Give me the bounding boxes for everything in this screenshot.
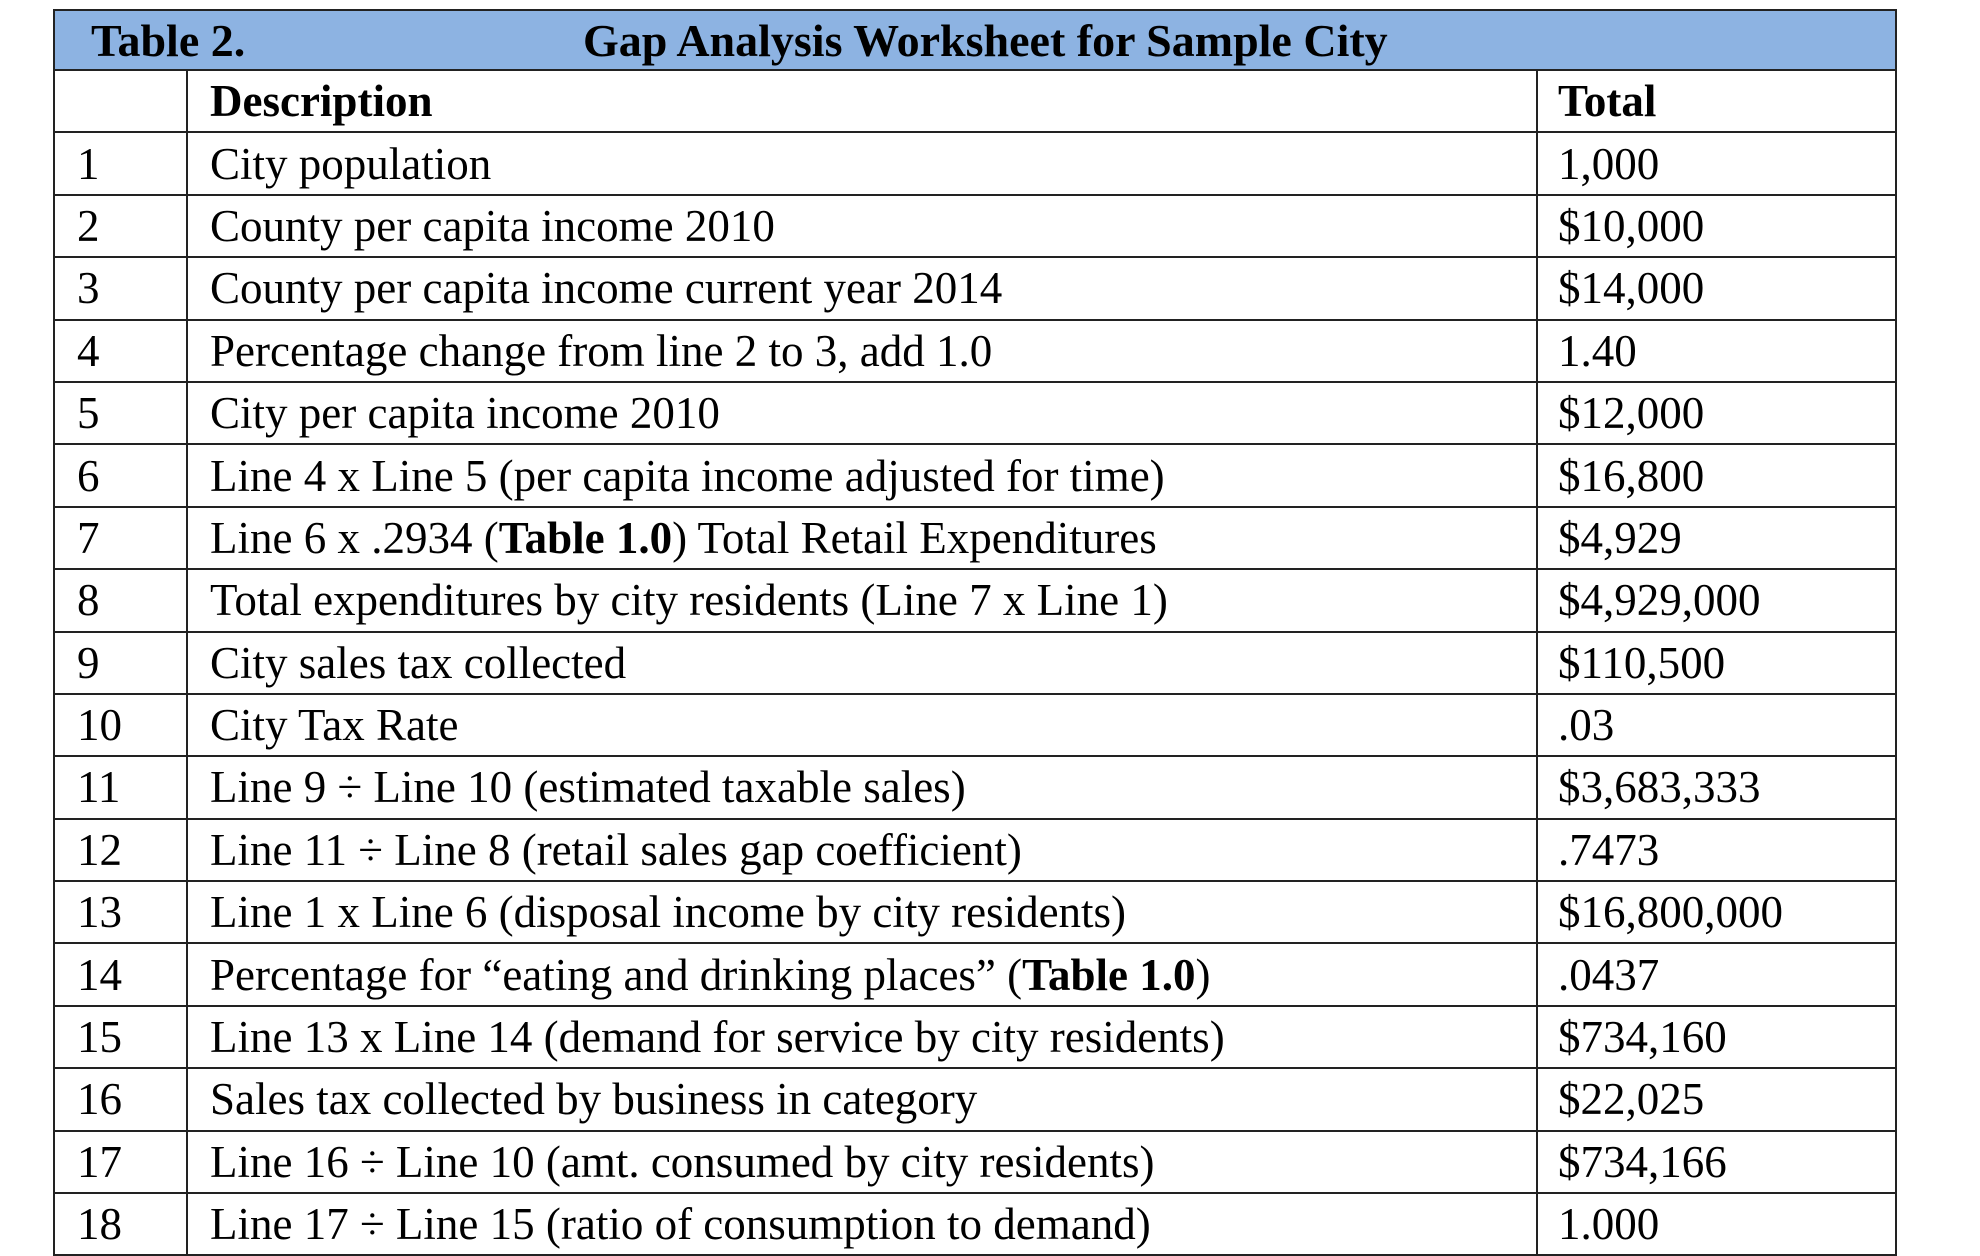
- line-description: Line 11 ÷ Line 8 (retail sales gap coeff…: [186, 817, 1538, 883]
- table-row: 15 Line 13 x Line 14 (demand for service …: [55, 1004, 1895, 1070]
- line-description: City Tax Rate: [186, 692, 1538, 758]
- line-number: 5: [55, 380, 188, 446]
- line-number: 14: [55, 942, 188, 1007]
- line-number: 1: [55, 132, 188, 196]
- line-description: County per capita income 2010: [186, 193, 1538, 259]
- table-row: 3 County per capita income current year 2…: [55, 256, 1895, 321]
- line-total: $3,683,333: [1536, 755, 1895, 820]
- worksheet-table: Description Total 1 City population 1,000 2…: [55, 71, 1895, 1255]
- table-row: 12 Line 11 ÷ Line 8 (retail sales gap coe…: [55, 817, 1895, 883]
- table-body: 1 City population 1,000 2 County per capita …: [55, 132, 1895, 1255]
- table-row: 11 Line 9 ÷ Line 10 (estimated taxable sa…: [55, 755, 1895, 820]
- line-description: Line 6 x .2934 (Table 1.0) Total Retail …: [186, 505, 1538, 571]
- line-number: 8: [55, 568, 188, 633]
- description-text: ): [1195, 949, 1211, 1000]
- description-text: ) Total Retail Expenditures: [672, 512, 1157, 563]
- table-row: 10 City Tax Rate .03: [55, 692, 1895, 758]
- table-row: 4 Percentage change from line 2 to 3, add…: [55, 318, 1895, 383]
- line-total: $12,000: [1536, 380, 1895, 446]
- table-row: 8 Total expenditures by city residents (L…: [55, 568, 1895, 633]
- line-description: Line 17 ÷ Line 15 (ratio of consumption …: [186, 1192, 1538, 1255]
- line-description: Line 1 x Line 6 (disposal income by city…: [186, 880, 1538, 945]
- line-description: City population: [186, 132, 1538, 196]
- line-number: 3: [55, 256, 188, 321]
- description-text: Percentage for “eating and drinking plac…: [210, 949, 1023, 1000]
- line-total: .0437: [1536, 942, 1895, 1007]
- line-number: 17: [55, 1129, 188, 1195]
- line-number: 16: [55, 1067, 188, 1132]
- table-row: 9 City sales tax collected $110,500: [55, 630, 1895, 695]
- header-line-number: [55, 71, 188, 134]
- header-total: Total: [1536, 71, 1895, 134]
- line-total: $10,000: [1536, 193, 1895, 259]
- table-row: 14 Percentage for “eating and drinking pl…: [55, 942, 1895, 1007]
- table-row: 6 Line 4 x Line 5 (per capita income adju…: [55, 443, 1895, 508]
- line-description: City sales tax collected: [186, 630, 1538, 695]
- line-description: Line 13 x Line 14 (demand for service by…: [186, 1004, 1538, 1070]
- line-total: $4,929: [1536, 505, 1895, 571]
- line-description: Line 4 x Line 5 (per capita income adjus…: [186, 443, 1538, 508]
- table-reference: Table 1.0: [498, 512, 673, 563]
- line-total: $16,800: [1536, 443, 1895, 508]
- line-total: $734,160: [1536, 1004, 1895, 1070]
- gap-analysis-table: Table 2. Gap Analysis Worksheet for Samp…: [53, 9, 1897, 1256]
- table-row: 7 Line 6 x .2934 (Table 1.0) Total Retail…: [55, 505, 1895, 571]
- line-total: $4,929,000: [1536, 568, 1895, 633]
- line-number: 18: [55, 1192, 188, 1255]
- line-description: Percentage for “eating and drinking plac…: [186, 942, 1538, 1007]
- line-description: Total expenditures by city residents (Li…: [186, 568, 1538, 633]
- line-description: County per capita income current year 20…: [186, 256, 1538, 321]
- line-total: $734,166: [1536, 1129, 1895, 1195]
- table-number-label: Table 2.: [91, 15, 246, 66]
- table-row: 1 City population 1,000: [55, 132, 1895, 196]
- line-total: $14,000: [1536, 256, 1895, 321]
- table-row: 17 Line 16 ÷ Line 10 (amt. consumed by ci…: [55, 1129, 1895, 1195]
- line-total: $22,025: [1536, 1067, 1895, 1132]
- line-total: 1.000: [1536, 1192, 1895, 1255]
- line-number: 6: [55, 443, 188, 508]
- table-caption: Table 2. Gap Analysis Worksheet for Samp…: [55, 11, 1895, 71]
- line-number: 2: [55, 193, 188, 259]
- line-number: 4: [55, 318, 188, 383]
- header-row: Description Total: [55, 71, 1895, 134]
- line-total: 1,000: [1536, 132, 1895, 196]
- header-description: Description: [186, 71, 1538, 134]
- line-total: $16,800,000: [1536, 880, 1895, 945]
- line-description: Percentage change from line 2 to 3, add …: [186, 318, 1538, 383]
- table-row: 18 Line 17 ÷ Line 15 (ratio of consumptio…: [55, 1192, 1895, 1255]
- line-number: 12: [55, 817, 188, 883]
- table-row: 2 County per capita income 2010 $10,000: [55, 193, 1895, 259]
- line-total: .03: [1536, 692, 1895, 758]
- line-description: Sales tax collected by business in categ…: [186, 1067, 1538, 1132]
- line-total: $110,500: [1536, 630, 1895, 695]
- line-number: 13: [55, 880, 188, 945]
- line-description: City per capita income 2010: [186, 380, 1538, 446]
- line-number: 15: [55, 1004, 188, 1070]
- description-text: Line 6 x .2934 (: [210, 512, 499, 563]
- line-number: 10: [55, 692, 188, 758]
- line-description: Line 16 ÷ Line 10 (amt. consumed by city…: [186, 1129, 1538, 1195]
- table-title: Gap Analysis Worksheet for Sample City: [583, 15, 1388, 66]
- line-description: Line 9 ÷ Line 10 (estimated taxable sale…: [186, 755, 1538, 820]
- line-total: 1.40: [1536, 318, 1895, 383]
- line-number: 11: [55, 755, 188, 820]
- table-row: 5 City per capita income 2010 $12,000: [55, 380, 1895, 446]
- line-total: .7473: [1536, 817, 1895, 883]
- table-reference: Table 1.0: [1022, 949, 1196, 1000]
- table-row: 13 Line 1 x Line 6 (disposal income by ci…: [55, 880, 1895, 945]
- table-row: 16 Sales tax collected by business in cat…: [55, 1067, 1895, 1132]
- line-number: 7: [55, 505, 188, 571]
- line-number: 9: [55, 630, 188, 695]
